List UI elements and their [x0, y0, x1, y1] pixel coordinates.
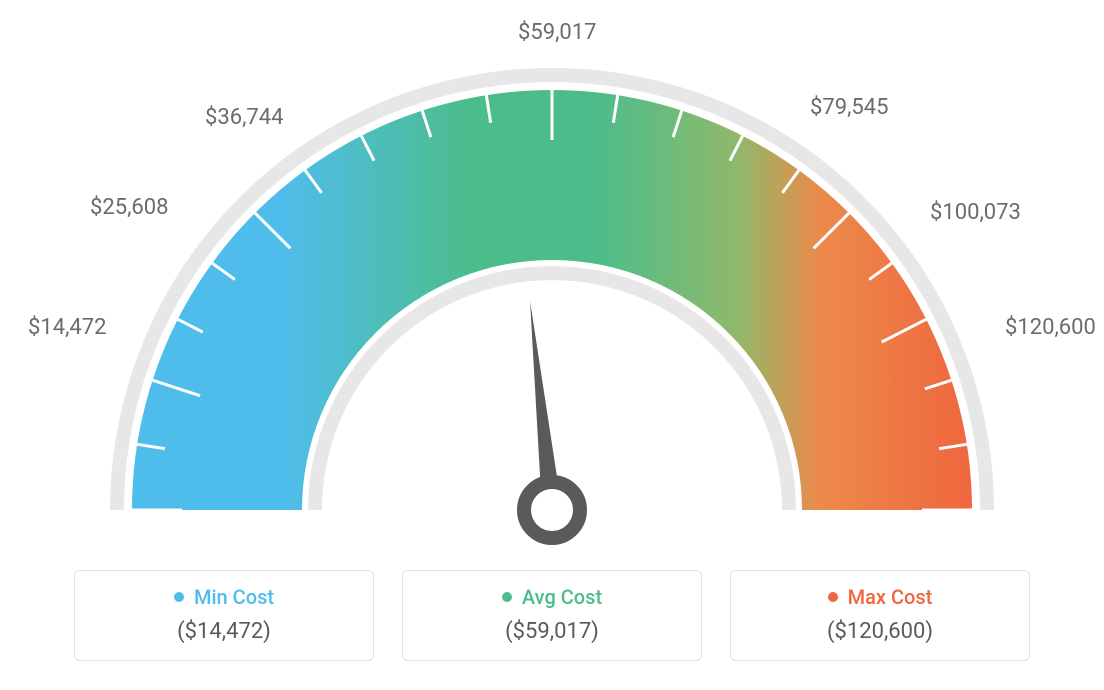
scale-label: $100,073 [930, 200, 1021, 225]
scale-label: $120,600 [1005, 315, 1096, 340]
legend-card-min: Min Cost ($14,472) [74, 570, 374, 661]
scale-label: $59,017 [518, 20, 597, 45]
scale-label: $36,744 [205, 105, 284, 130]
legend-card-max: Max Cost ($120,600) [730, 570, 1030, 661]
legend-title-text: Avg Cost [522, 585, 602, 609]
legend-card-avg: Avg Cost ($59,017) [402, 570, 702, 661]
legend-title-max: Max Cost [828, 585, 933, 609]
dot-icon [828, 592, 838, 602]
scale-label: $14,472 [28, 315, 107, 340]
legend-title-avg: Avg Cost [502, 585, 602, 609]
dot-icon [502, 592, 512, 602]
legend-value-max: ($120,600) [731, 619, 1029, 644]
gauge-area: $14,472 $25,608 $36,744 $59,017 $79,545 $100,… [20, 20, 1084, 560]
dot-icon [174, 592, 184, 602]
legend-title-min: Min Cost [174, 585, 274, 609]
legend-title-text: Min Cost [194, 585, 274, 609]
scale-label: $79,545 [810, 95, 889, 120]
legend-title-text: Max Cost [848, 585, 933, 609]
legend-value-avg: ($59,017) [403, 619, 701, 644]
scale-label: $25,608 [90, 195, 169, 220]
gauge-svg [20, 20, 1084, 560]
legend-row: Min Cost ($14,472) Avg Cost ($59,017) Ma… [20, 570, 1084, 661]
gauge-chart-container: $14,472 $25,608 $36,744 $59,017 $79,545 $100,… [0, 0, 1104, 690]
legend-value-min: ($14,472) [75, 619, 373, 644]
